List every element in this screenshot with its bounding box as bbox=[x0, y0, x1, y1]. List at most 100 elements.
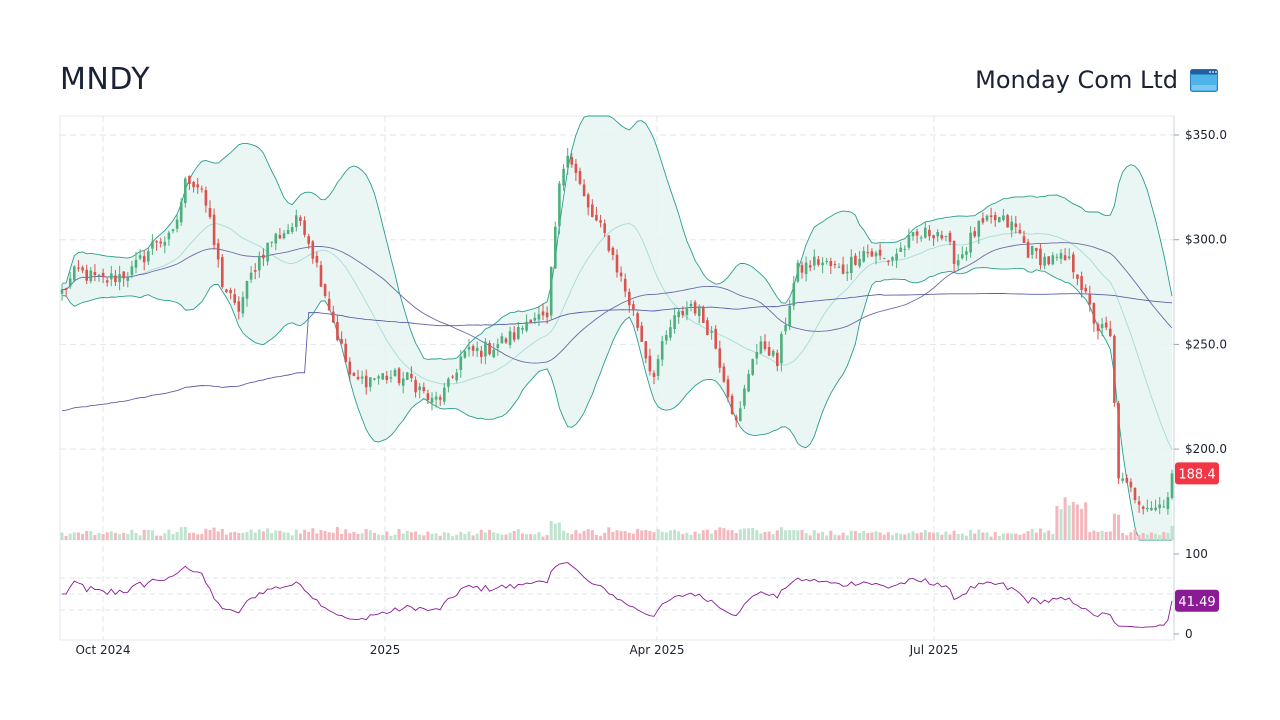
volume-bar bbox=[1112, 513, 1116, 540]
candle bbox=[356, 369, 360, 381]
volume-bar bbox=[788, 530, 792, 540]
volume-bar bbox=[1034, 532, 1038, 540]
candle bbox=[961, 246, 964, 260]
volume-bar bbox=[907, 532, 911, 540]
volume-bar bbox=[1141, 533, 1145, 540]
volume-bar bbox=[150, 530, 154, 540]
candle bbox=[833, 260, 837, 269]
candle bbox=[570, 153, 574, 168]
candle bbox=[1014, 216, 1018, 234]
volume-bar bbox=[286, 532, 290, 540]
candle bbox=[989, 207, 993, 224]
candle bbox=[167, 230, 171, 246]
candle bbox=[681, 306, 685, 318]
volume-bar bbox=[611, 531, 615, 540]
volume-bar bbox=[274, 530, 278, 540]
volume-bar bbox=[1149, 532, 1153, 540]
volume-bar bbox=[533, 534, 537, 540]
candle bbox=[1129, 478, 1133, 493]
volume-bar bbox=[648, 530, 652, 540]
candle bbox=[188, 175, 191, 190]
volume-bar bbox=[829, 530, 833, 540]
candle bbox=[586, 192, 590, 216]
price-tick-label: $300.0 bbox=[1185, 233, 1227, 247]
candle bbox=[1166, 492, 1170, 515]
candle bbox=[307, 233, 310, 249]
volume-bar bbox=[899, 534, 903, 540]
volume-bar bbox=[948, 534, 952, 540]
volume-bar bbox=[1121, 532, 1125, 540]
candle bbox=[270, 241, 273, 248]
candle bbox=[492, 343, 495, 359]
volume-bar bbox=[664, 532, 668, 540]
volume-bar bbox=[603, 532, 607, 540]
candle bbox=[932, 234, 935, 246]
candle bbox=[689, 300, 693, 312]
volume-bar bbox=[557, 522, 561, 540]
volume-bar bbox=[673, 529, 677, 540]
volume-bar bbox=[878, 532, 882, 540]
candle bbox=[352, 371, 356, 377]
volume-bar bbox=[1096, 532, 1100, 540]
candle bbox=[841, 256, 845, 275]
volume-bar bbox=[1104, 531, 1108, 540]
candle bbox=[829, 257, 833, 274]
volume-bar bbox=[747, 528, 751, 540]
volume-bar bbox=[792, 530, 796, 540]
candle bbox=[792, 275, 796, 311]
volume-bar bbox=[701, 530, 705, 540]
volume-bar bbox=[997, 536, 1001, 540]
candle bbox=[800, 261, 804, 279]
candle bbox=[1133, 487, 1137, 504]
candle bbox=[973, 227, 976, 239]
candle bbox=[1035, 247, 1038, 259]
volume-bar bbox=[245, 531, 249, 540]
candle bbox=[274, 232, 278, 251]
candle bbox=[788, 299, 791, 331]
volume-bar bbox=[422, 535, 426, 540]
candle bbox=[1154, 499, 1157, 512]
volume-bar bbox=[512, 531, 516, 540]
volume-bar bbox=[615, 530, 619, 540]
volume-bar bbox=[319, 530, 323, 540]
volume-bar bbox=[237, 532, 241, 540]
candle bbox=[1141, 505, 1145, 515]
volume-bar bbox=[705, 529, 709, 540]
rsi-panel bbox=[62, 562, 1173, 628]
volume-bar bbox=[253, 532, 257, 540]
volume-bar bbox=[714, 530, 718, 540]
volume-bar bbox=[689, 535, 693, 540]
candle bbox=[1002, 209, 1005, 222]
volume-bar bbox=[76, 532, 80, 540]
volume-bar bbox=[619, 531, 623, 540]
volume-bar bbox=[993, 531, 997, 540]
volume-bar bbox=[72, 532, 76, 540]
volume-bar bbox=[964, 535, 968, 540]
candle bbox=[985, 214, 989, 222]
volume-bar bbox=[722, 528, 726, 540]
volume-bar bbox=[825, 535, 829, 540]
candle bbox=[443, 382, 446, 405]
candle bbox=[340, 331, 343, 345]
candle bbox=[763, 334, 767, 352]
volume-bar bbox=[175, 531, 179, 540]
volume-bar bbox=[344, 529, 348, 540]
volume-bar bbox=[1075, 504, 1079, 540]
candle bbox=[743, 384, 746, 409]
volume-bar bbox=[849, 530, 853, 540]
candle bbox=[1026, 239, 1030, 259]
candle bbox=[336, 315, 339, 342]
candle bbox=[969, 226, 972, 258]
volume-bar bbox=[113, 532, 117, 540]
volume-bar bbox=[681, 534, 685, 540]
candle bbox=[977, 220, 981, 244]
candle bbox=[776, 349, 779, 372]
volume-bar bbox=[1051, 534, 1055, 540]
volume-bar bbox=[348, 533, 352, 540]
volume-bar bbox=[660, 531, 664, 540]
candle bbox=[89, 267, 93, 284]
candle bbox=[998, 216, 1001, 223]
candle bbox=[500, 332, 504, 344]
volume-bar bbox=[352, 531, 356, 540]
